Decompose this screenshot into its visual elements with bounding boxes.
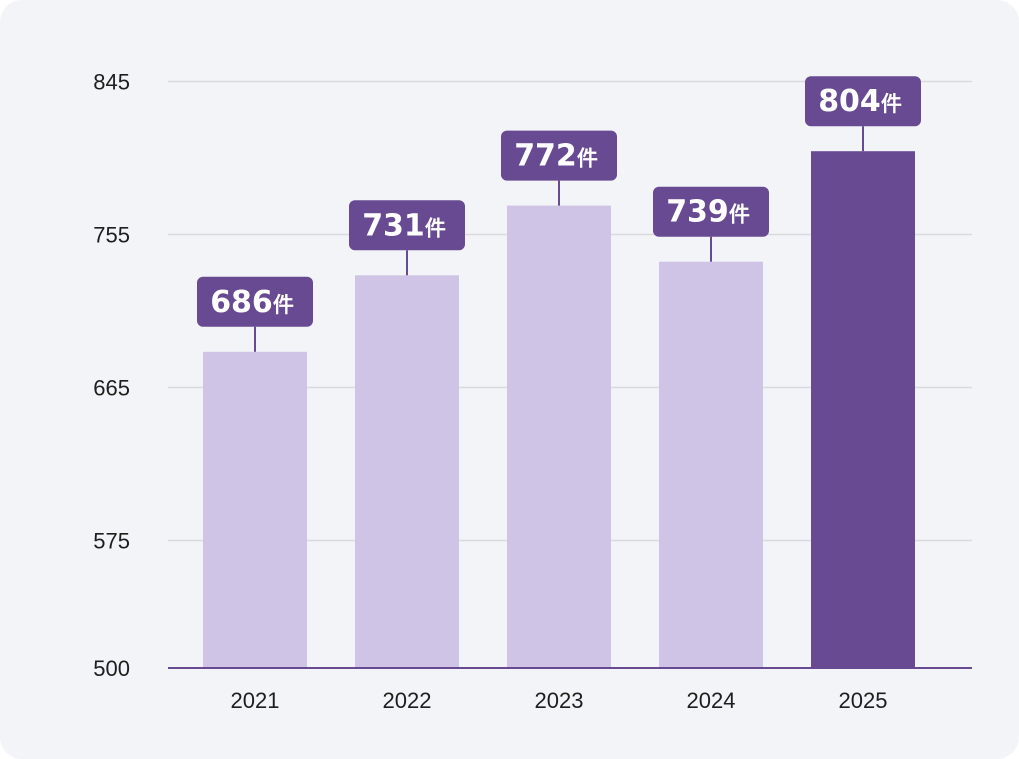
value-label-2021: 686件 bbox=[210, 285, 294, 320]
value-number-2023: 772 bbox=[514, 139, 577, 174]
value-number-2022: 731 bbox=[362, 208, 425, 243]
value-label-2023: 772件 bbox=[514, 139, 598, 174]
value-number-2021: 686 bbox=[210, 285, 273, 320]
y-tick-label-845: 845 bbox=[93, 70, 130, 95]
x-tick-label-2025: 2025 bbox=[839, 688, 888, 713]
value-label-box-2021 bbox=[197, 276, 313, 327]
value-unit-2025: 件 bbox=[881, 92, 902, 116]
value-number-2024: 739 bbox=[666, 195, 729, 230]
value-label-box-2025 bbox=[805, 76, 921, 127]
value-unit-2023: 件 bbox=[577, 147, 598, 171]
value-unit-2022: 件 bbox=[425, 216, 446, 240]
bars bbox=[203, 151, 915, 668]
y-tick-label-500: 500 bbox=[93, 656, 130, 681]
bar-2025 bbox=[811, 151, 915, 668]
y-tick-label-575: 575 bbox=[93, 529, 130, 554]
y-tick-label-665: 665 bbox=[93, 376, 130, 401]
y-axis-ticks: 845 755 665 575 500 bbox=[93, 70, 130, 682]
x-tick-label-2023: 2023 bbox=[535, 688, 584, 713]
value-unit-2024: 件 bbox=[729, 203, 750, 227]
y-tick-label-755: 755 bbox=[93, 223, 130, 248]
value-label-2024: 739件 bbox=[666, 195, 750, 230]
bar-2022 bbox=[355, 275, 459, 668]
value-label-2025: 804件 bbox=[818, 84, 902, 119]
bar-2021 bbox=[203, 351, 307, 668]
value-label-2022: 731件 bbox=[362, 208, 446, 243]
x-tick-label-2021: 2021 bbox=[231, 688, 280, 713]
value-unit-2021: 件 bbox=[273, 293, 294, 317]
value-label-box-2023 bbox=[501, 130, 617, 181]
x-tick-label-2024: 2024 bbox=[687, 688, 736, 713]
x-tick-label-2022: 2022 bbox=[383, 688, 432, 713]
x-axis-ticks: 2021 2022 2023 2024 2025 bbox=[231, 688, 888, 713]
value-label-box-2024 bbox=[653, 186, 769, 237]
bar-2024 bbox=[659, 261, 763, 668]
bar-2023 bbox=[507, 205, 611, 668]
value-label-box-2022 bbox=[349, 200, 465, 251]
value-number-2025: 804 bbox=[818, 84, 881, 119]
